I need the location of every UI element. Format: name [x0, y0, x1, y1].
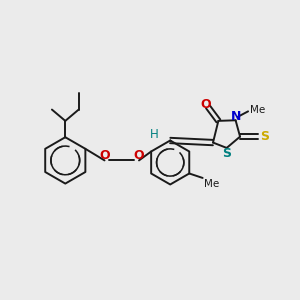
- Text: S: S: [261, 130, 270, 143]
- Text: Me: Me: [250, 106, 265, 116]
- Text: Me: Me: [204, 179, 219, 189]
- Text: S: S: [223, 147, 232, 160]
- Text: H: H: [149, 128, 158, 141]
- Text: N: N: [231, 110, 242, 123]
- Text: O: O: [99, 148, 110, 162]
- Text: O: O: [134, 148, 144, 162]
- Text: O: O: [200, 98, 211, 111]
